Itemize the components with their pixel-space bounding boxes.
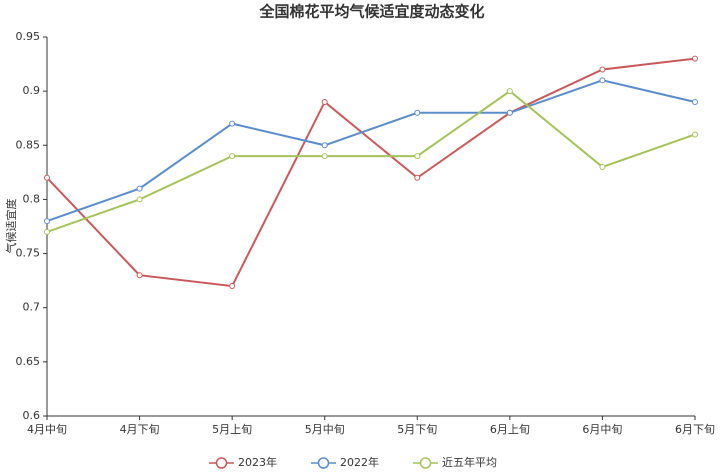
data-point	[136, 185, 143, 192]
x-tick-label: 5月上旬	[212, 423, 252, 436]
x-tick-label: 5月中旬	[305, 423, 345, 436]
data-point	[136, 272, 143, 279]
x-tick-label: 5月下旬	[397, 423, 437, 436]
data-point	[229, 283, 236, 290]
y-tick-label: 0.7	[23, 301, 41, 314]
legend-item: 2023年	[209, 455, 277, 469]
x-tick-label: 6月下旬	[675, 423, 715, 436]
data-point	[136, 196, 143, 203]
y-tick-label: 0.65	[16, 355, 41, 368]
data-point	[414, 109, 421, 116]
y-tick-label: 0.9	[23, 84, 41, 97]
x-tick-label: 4月下旬	[120, 423, 160, 436]
data-point	[599, 163, 606, 170]
data-point	[229, 153, 236, 160]
y-tick-label: 0.85	[16, 138, 41, 151]
series-line	[46, 79, 696, 223]
data-point	[44, 218, 50, 225]
data-point	[692, 131, 698, 138]
legend-marker	[215, 457, 228, 469]
data-point	[44, 228, 50, 235]
legend-marker	[317, 457, 330, 469]
legend-label: 近五年平均	[442, 455, 497, 469]
data-point	[229, 120, 236, 127]
legend-label: 2023年	[238, 455, 277, 469]
x-tick-label: 6月中旬	[582, 423, 622, 436]
y-tick-label: 0.6	[23, 409, 41, 422]
data-point	[44, 174, 50, 181]
legend-label: 2022年	[340, 455, 379, 469]
y-tick-label: 0.8	[23, 192, 41, 205]
x-tick-label: 4月中旬	[27, 423, 67, 436]
legend-item: 近五年平均	[413, 455, 497, 469]
data-point	[599, 66, 606, 73]
data-point	[321, 98, 328, 105]
data-point	[506, 88, 513, 95]
data-point	[506, 109, 513, 116]
y-tick-label: 0.75	[16, 247, 41, 260]
series-line	[46, 57, 696, 288]
y-tick-label: 0.95	[16, 30, 41, 43]
data-point	[692, 55, 698, 62]
data-point	[414, 174, 421, 181]
chart-title: 全国棉花平均气候适宜度动态变化	[258, 3, 484, 21]
y-axis-label: 气候适宜度	[4, 199, 18, 254]
data-point	[321, 142, 328, 149]
data-point	[692, 98, 698, 105]
data-point	[599, 77, 606, 84]
series-line	[46, 89, 696, 233]
data-point	[414, 153, 421, 160]
legend-item: 2022年	[311, 455, 379, 469]
data-point	[321, 153, 328, 160]
x-tick-label: 6月上旬	[490, 423, 530, 436]
legend-marker	[419, 457, 432, 469]
